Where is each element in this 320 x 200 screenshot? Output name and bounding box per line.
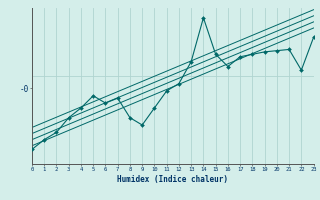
X-axis label: Humidex (Indice chaleur): Humidex (Indice chaleur)	[117, 175, 228, 184]
